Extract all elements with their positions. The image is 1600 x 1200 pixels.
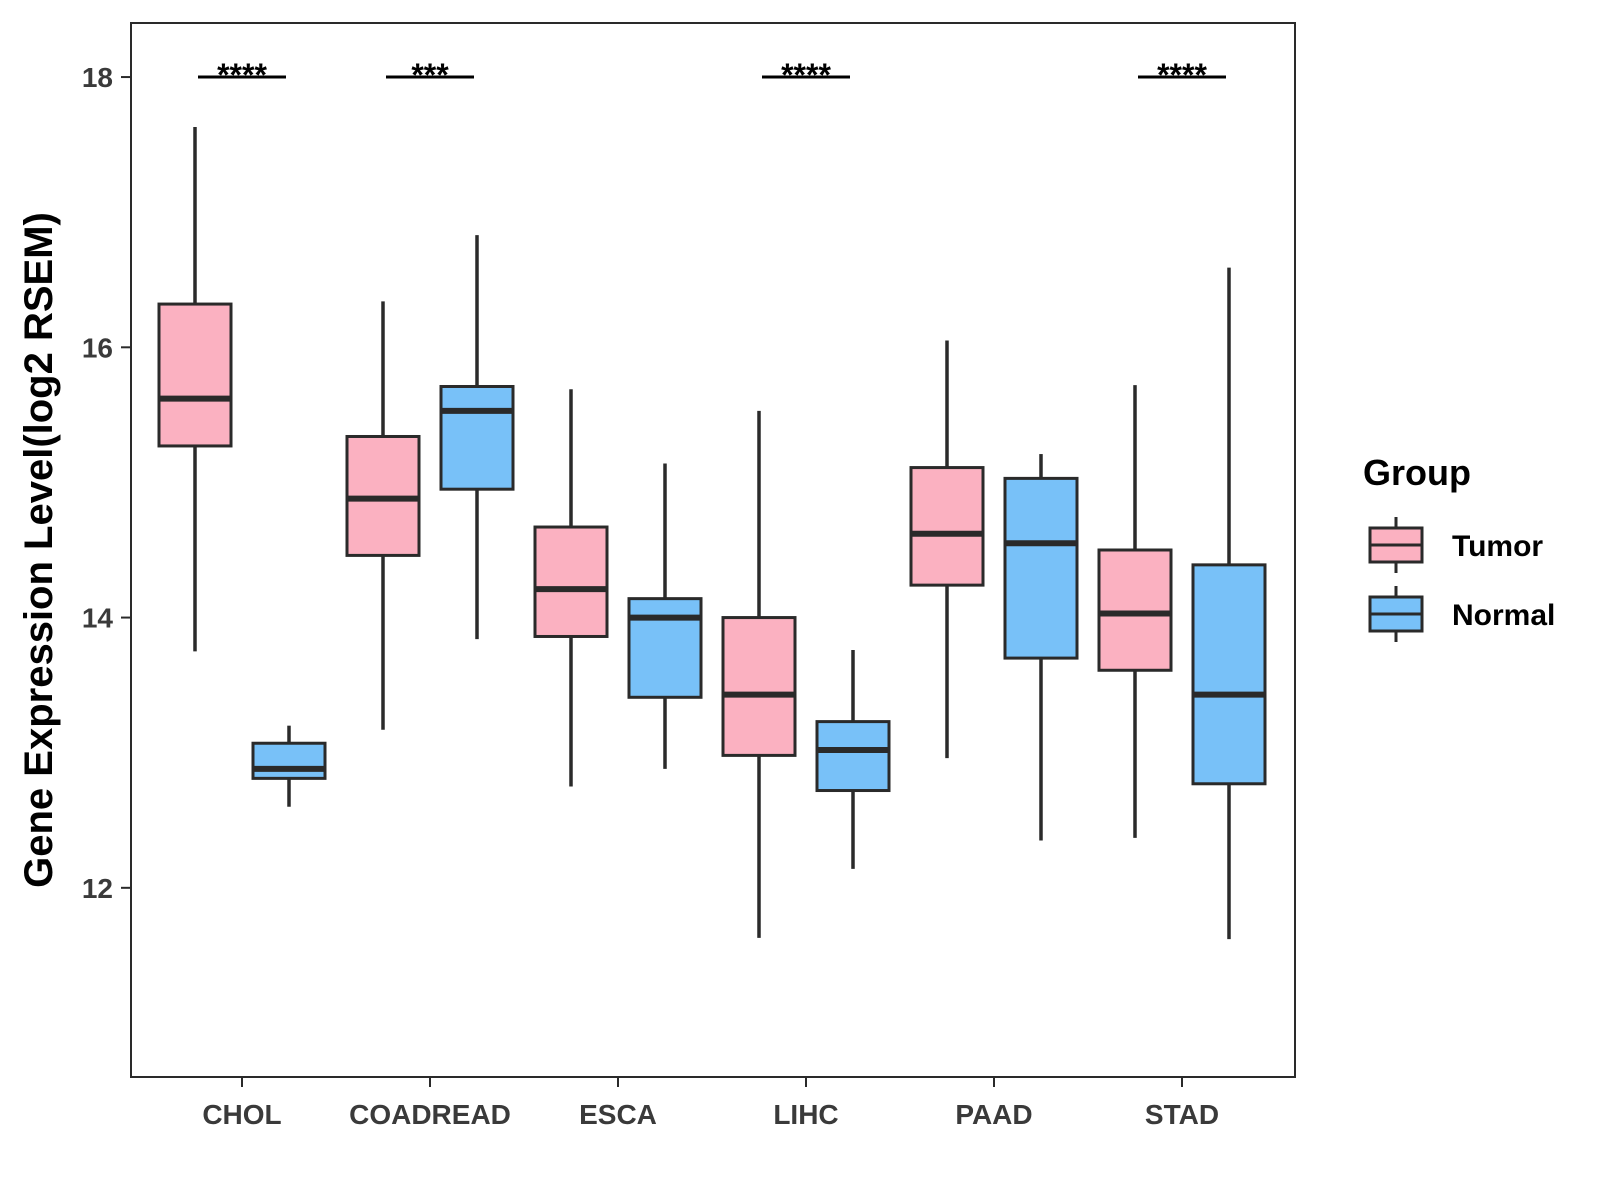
box-normal-stad (1191, 267, 1267, 940)
box-tumor-esca (533, 389, 609, 787)
box-body (157, 302, 233, 448)
significance-label: **** (781, 57, 831, 93)
legend-title: Group (1363, 452, 1471, 493)
box-body (909, 466, 985, 587)
legend: Group Tumor Normal (1363, 452, 1555, 642)
box-normal-esca (627, 463, 703, 769)
significance-label: **** (1157, 57, 1207, 93)
x-tick-label-stad: STAD (1145, 1099, 1219, 1130)
plot-panel (130, 22, 1296, 1078)
y-axis: 12 14 16 18 (82, 62, 131, 904)
box-body (1097, 548, 1173, 672)
y-tick-label: 16 (82, 332, 113, 363)
box-body (815, 720, 891, 793)
box-normal-coadread (439, 235, 515, 640)
box-tumor-lihc (721, 410, 797, 938)
legend-key-tumor (1368, 517, 1424, 573)
box-body (721, 616, 797, 757)
box-tumor-coadread (345, 301, 421, 730)
y-tick-label: 18 (82, 62, 113, 93)
box-body (1191, 563, 1267, 786)
legend-key-normal (1368, 586, 1424, 642)
x-tick-label-chol: CHOL (202, 1099, 281, 1130)
x-tick-label-lihc: LIHC (773, 1099, 838, 1130)
boxes-layer (157, 127, 1267, 940)
x-tick-label-esca: ESCA (579, 1099, 657, 1130)
box-body (439, 384, 515, 491)
x-tick-label-paad: PAAD (955, 1099, 1032, 1130)
box-normal-chol (251, 725, 327, 807)
box-tumor-stad (1097, 385, 1173, 838)
y-tick-label: 14 (82, 603, 114, 634)
box-normal-lihc (815, 649, 891, 869)
x-axis: CHOL COADREAD ESCA LIHC PAAD STAD (202, 1077, 1219, 1130)
y-axis-title: Gene Expression Level(log2 RSEM) (17, 212, 61, 888)
significance-label: **** (217, 57, 267, 93)
box-body (627, 597, 703, 699)
significance-label: *** (411, 57, 449, 93)
y-tick-label: 12 (82, 873, 113, 904)
significance-layer: **** *** **** **** (198, 57, 1226, 93)
box-body (251, 741, 327, 780)
legend-label-normal: Normal (1452, 599, 1555, 632)
box-normal-paad (1003, 454, 1079, 841)
box-tumor-paad (909, 340, 985, 759)
box-body (533, 525, 609, 638)
box-body (1003, 476, 1079, 660)
box-tumor-chol (157, 127, 233, 652)
legend-label-tumor: Tumor (1452, 530, 1543, 563)
x-tick-label-coadread: COADREAD (349, 1099, 511, 1130)
